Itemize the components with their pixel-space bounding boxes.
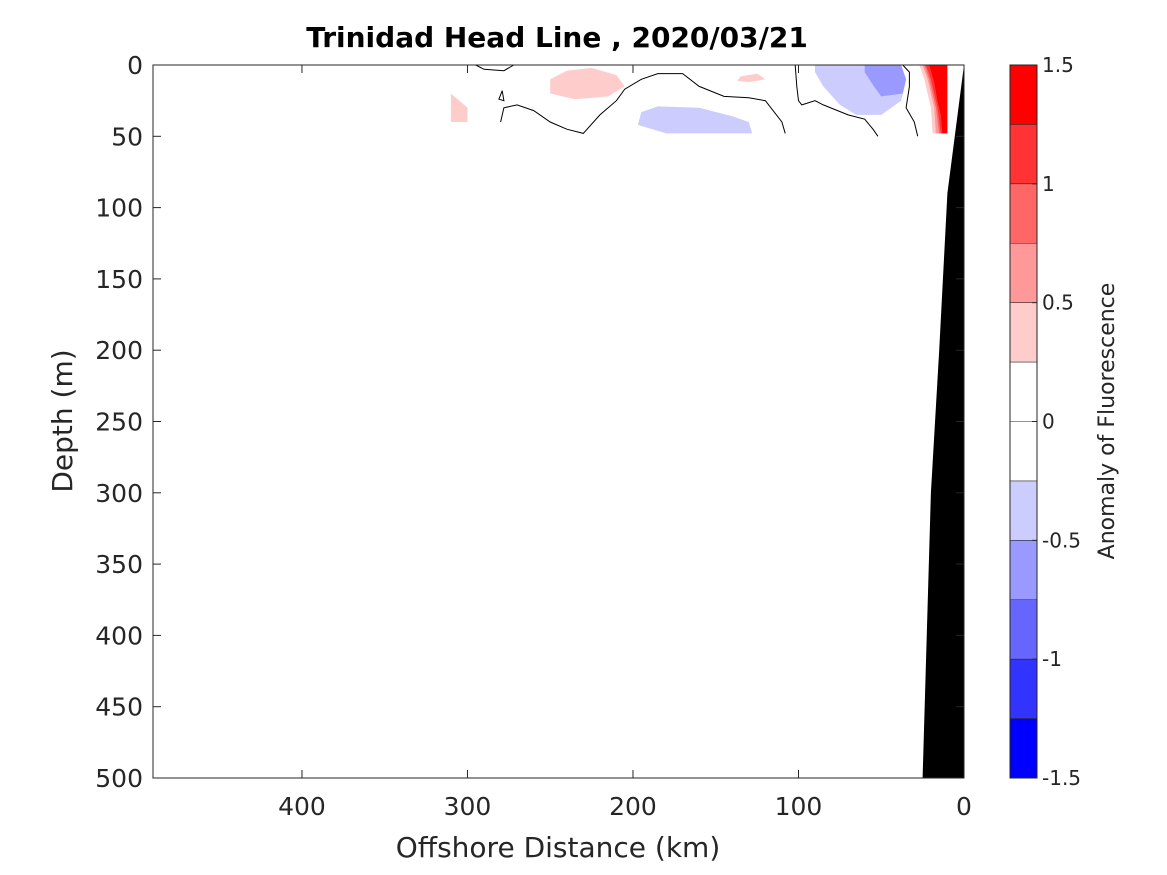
anomaly-region-5 (864, 65, 907, 97)
anomaly-region-3 (637, 106, 753, 134)
colorbar-swatch (1010, 124, 1037, 184)
y-tick-label: 450 (95, 693, 143, 722)
y-axis-label: Depth (m) (46, 349, 79, 492)
y-tick-label: 500 (95, 764, 143, 793)
colorbar-swatch (1010, 362, 1037, 422)
y-tick-label: 200 (95, 336, 143, 365)
colorbar-tick-label: -0.5 (1042, 528, 1081, 552)
anomaly-regions (450, 65, 948, 134)
colorbar (1009, 64, 1038, 779)
colorbar-swatch (1010, 599, 1037, 660)
colorbar-label: Anomaly of Fluorescence (1095, 283, 1120, 560)
y-tick-label: 0 (127, 51, 143, 80)
x-axis-ticks: 400 300 200 100 0 (278, 65, 972, 821)
zero-contour-0 (475, 64, 515, 72)
colorbar-swatch (1010, 421, 1037, 481)
y-tick-label: 400 (95, 621, 143, 650)
anomaly-region-10 (929, 65, 948, 134)
bathymetry-layer (922, 65, 964, 778)
plot-area (153, 64, 964, 778)
plot-background (153, 65, 964, 778)
zero-contours (475, 64, 919, 137)
y-tick-label: 150 (95, 265, 143, 294)
colorbar-tick-label: -1 (1042, 647, 1062, 671)
zero-contour-1 (498, 90, 505, 102)
colorbar-ticks: 1.5 1 0.5 0 -0.5 -1 -1.5 (1032, 53, 1081, 790)
plot-frame (152, 64, 965, 779)
y-tick-label: 100 (95, 194, 143, 223)
zero-contour-4 (902, 64, 919, 137)
colorbar-tick-label: -1.5 (1042, 766, 1081, 790)
anomaly-region-2 (737, 73, 766, 83)
x-tick-label: 100 (775, 792, 823, 821)
y-tick-label: 50 (111, 122, 143, 151)
colorbar-swatch (1010, 659, 1037, 719)
x-tick-label: 400 (278, 792, 326, 821)
x-axis-label: Offshore Distance (km) (396, 831, 721, 864)
chart-title: Trinidad Head Line , 2020/03/21 (306, 21, 808, 54)
y-tick-label: 350 (95, 550, 143, 579)
colorbar-tick-label: 1 (1042, 172, 1055, 196)
colorbar-swatch (1010, 183, 1037, 244)
colorbar-swatch (1010, 718, 1037, 778)
colorbar-tick-label: 0.5 (1042, 291, 1074, 315)
y-axis-ticks: 0 50 100 150 200 250 300 350 400 450 500 (95, 51, 964, 793)
y-tick-label: 250 (95, 408, 143, 437)
seafloor (922, 65, 964, 778)
anomaly-region-1 (550, 67, 625, 100)
x-tick-label: 300 (444, 792, 492, 821)
colorbar-swatch (1010, 243, 1037, 303)
y-tick-label: 300 (95, 479, 143, 508)
colorbar-swatch (1010, 480, 1037, 541)
colorbar-swatch (1010, 540, 1037, 600)
colorbar-tick-label: 1.5 (1042, 53, 1074, 77)
zero-contour-2 (500, 73, 786, 134)
x-tick-label: 200 (609, 792, 657, 821)
x-tick-label: 0 (956, 792, 972, 821)
colorbar-swatch (1010, 65, 1037, 125)
anomaly-region-0 (450, 93, 468, 122)
colorbar-swatch (1010, 302, 1037, 363)
zero-contour-3 (794, 64, 879, 137)
colorbar-tick-label: 0 (1042, 410, 1055, 434)
